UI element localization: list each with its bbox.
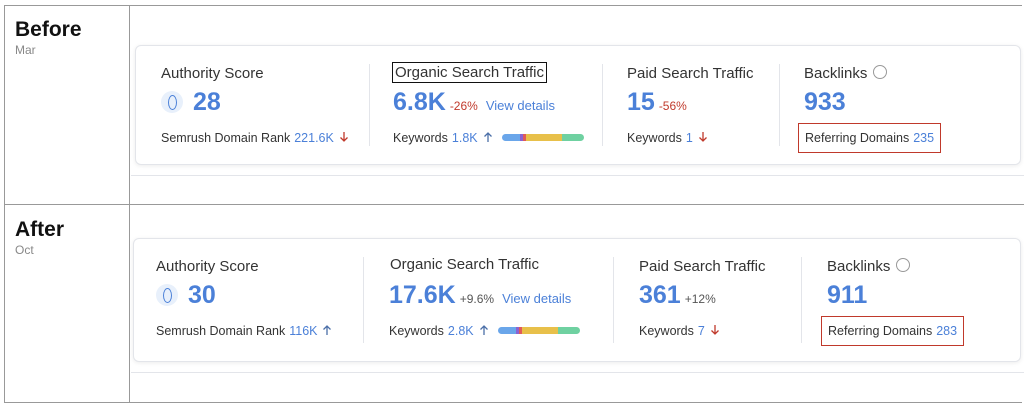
keywords-bar-segment [557, 327, 580, 334]
keywords-bar-segment [521, 327, 558, 334]
domains-value: 283 [936, 324, 958, 338]
info-icon [873, 65, 888, 79]
section-title: Backlinks [827, 258, 911, 275]
metric-value: 30 [188, 281, 216, 309]
view-details-link[interactable]: View details [485, 98, 555, 113]
section-divider [613, 257, 614, 343]
keywords-value: 2.8K [447, 324, 474, 338]
keywords-label: Keywords [389, 324, 444, 338]
metric-value-line: 15 -56% [627, 88, 687, 117]
section-title: Authority Score [161, 65, 264, 82]
section-divider [363, 257, 364, 343]
arrow-down [339, 132, 348, 142]
metric-change: -26% [449, 99, 478, 113]
arrow-up [483, 132, 492, 142]
metric-value: 911 [827, 281, 868, 309]
section-title: Paid Search Traffic [639, 258, 766, 275]
section-title: Paid Search Traffic [627, 65, 754, 82]
row-label: Before [15, 18, 82, 41]
metric-change: -56% [658, 99, 687, 113]
authority-icon-shape [163, 288, 172, 303]
authority-icon [161, 91, 183, 113]
row-period: Mar [15, 43, 36, 57]
keywords-bar-segment [515, 327, 519, 334]
rank-value: 221.6K [294, 131, 334, 145]
keywords-bar [497, 327, 580, 334]
keywords-line: Keywords 1 [627, 131, 709, 145]
arrow-down [698, 132, 707, 142]
keywords-value: 1.8K [451, 131, 478, 145]
section-divider [602, 64, 603, 146]
section-title: Authority Score [156, 258, 259, 275]
keywords-line: Keywords 7 [639, 324, 721, 338]
row-divider [4, 204, 1024, 205]
section-divider [779, 64, 780, 146]
keywords-bar-segment [561, 134, 584, 141]
keywords-bar-segment [497, 327, 516, 334]
authority-icon-shape [168, 95, 177, 110]
metric-value-line: 17.6K +9.6% View details [389, 281, 571, 310]
metric-value: 361 [639, 281, 681, 309]
keywords-bar-segment [518, 327, 522, 334]
row-label: After [15, 218, 65, 241]
metric-value-line: 6.8K -26% View details [393, 88, 555, 117]
metric-value: 17.6K [389, 281, 456, 309]
keywords-bar-segment [519, 134, 523, 141]
metric-value: 6.8K [393, 88, 446, 116]
section-title: Organic Search Traffic [390, 256, 539, 273]
keywords-bar-segment [525, 134, 562, 141]
section-divider [369, 64, 370, 146]
info-icon [896, 258, 911, 272]
arrow-up [479, 325, 488, 335]
metric-value-line: 361 +12% [639, 281, 716, 310]
next-card-edge [131, 175, 1024, 176]
rank-line: Semrush Domain Rank 221.6K [161, 131, 350, 145]
keywords-bar [501, 134, 584, 141]
rank-value: 116K [289, 324, 318, 338]
rank-line: Semrush Domain Rank 116K [156, 324, 333, 338]
keywords-label: Keywords [627, 131, 682, 145]
rank-label: Semrush Domain Rank [161, 131, 291, 145]
referring-domains-line: Referring Domains 235 [798, 123, 942, 153]
view-details-link[interactable]: View details [502, 291, 572, 306]
domains-label: Referring Domains [828, 324, 933, 338]
metrics-card: Authority Score 28 Semrush Domain Rank 221.… [135, 45, 1021, 165]
metric-value: 28 [193, 88, 221, 116]
section-title: Organic Search Traffic [392, 62, 547, 83]
keywords-value: 7 [697, 324, 705, 338]
keywords-label: Keywords [393, 131, 448, 145]
backlinks-title: Backlinks [827, 258, 891, 275]
arrow-down [710, 325, 719, 335]
authority-icon [156, 284, 178, 306]
arrow-up [323, 325, 332, 335]
metric-value: 933 [804, 88, 846, 116]
section-divider [801, 257, 802, 343]
domains-value: 235 [913, 131, 935, 145]
keywords-line: Keywords 1.8K [393, 131, 584, 145]
keywords-bar-segment [522, 134, 526, 141]
row-period: Oct [15, 243, 34, 257]
section-title: Backlinks [804, 65, 888, 82]
keywords-line: Keywords 2.8K [389, 324, 580, 338]
rank-label: Semrush Domain Rank [156, 324, 286, 338]
referring-domains-line: Referring Domains 283 [821, 316, 965, 346]
metric-change: +9.6% [459, 292, 495, 306]
keywords-value: 1 [685, 131, 693, 145]
backlinks-title: Backlinks [804, 65, 868, 82]
keywords-bar-segment [501, 134, 520, 141]
next-card-edge [131, 372, 1024, 373]
keywords-label: Keywords [639, 324, 694, 338]
metrics-card: Authority Score 30 Semrush Domain Rank 116K… [133, 238, 1021, 362]
metric-value: 15 [627, 88, 655, 116]
domains-label: Referring Domains [805, 131, 910, 145]
metric-change: +12% [684, 292, 716, 306]
